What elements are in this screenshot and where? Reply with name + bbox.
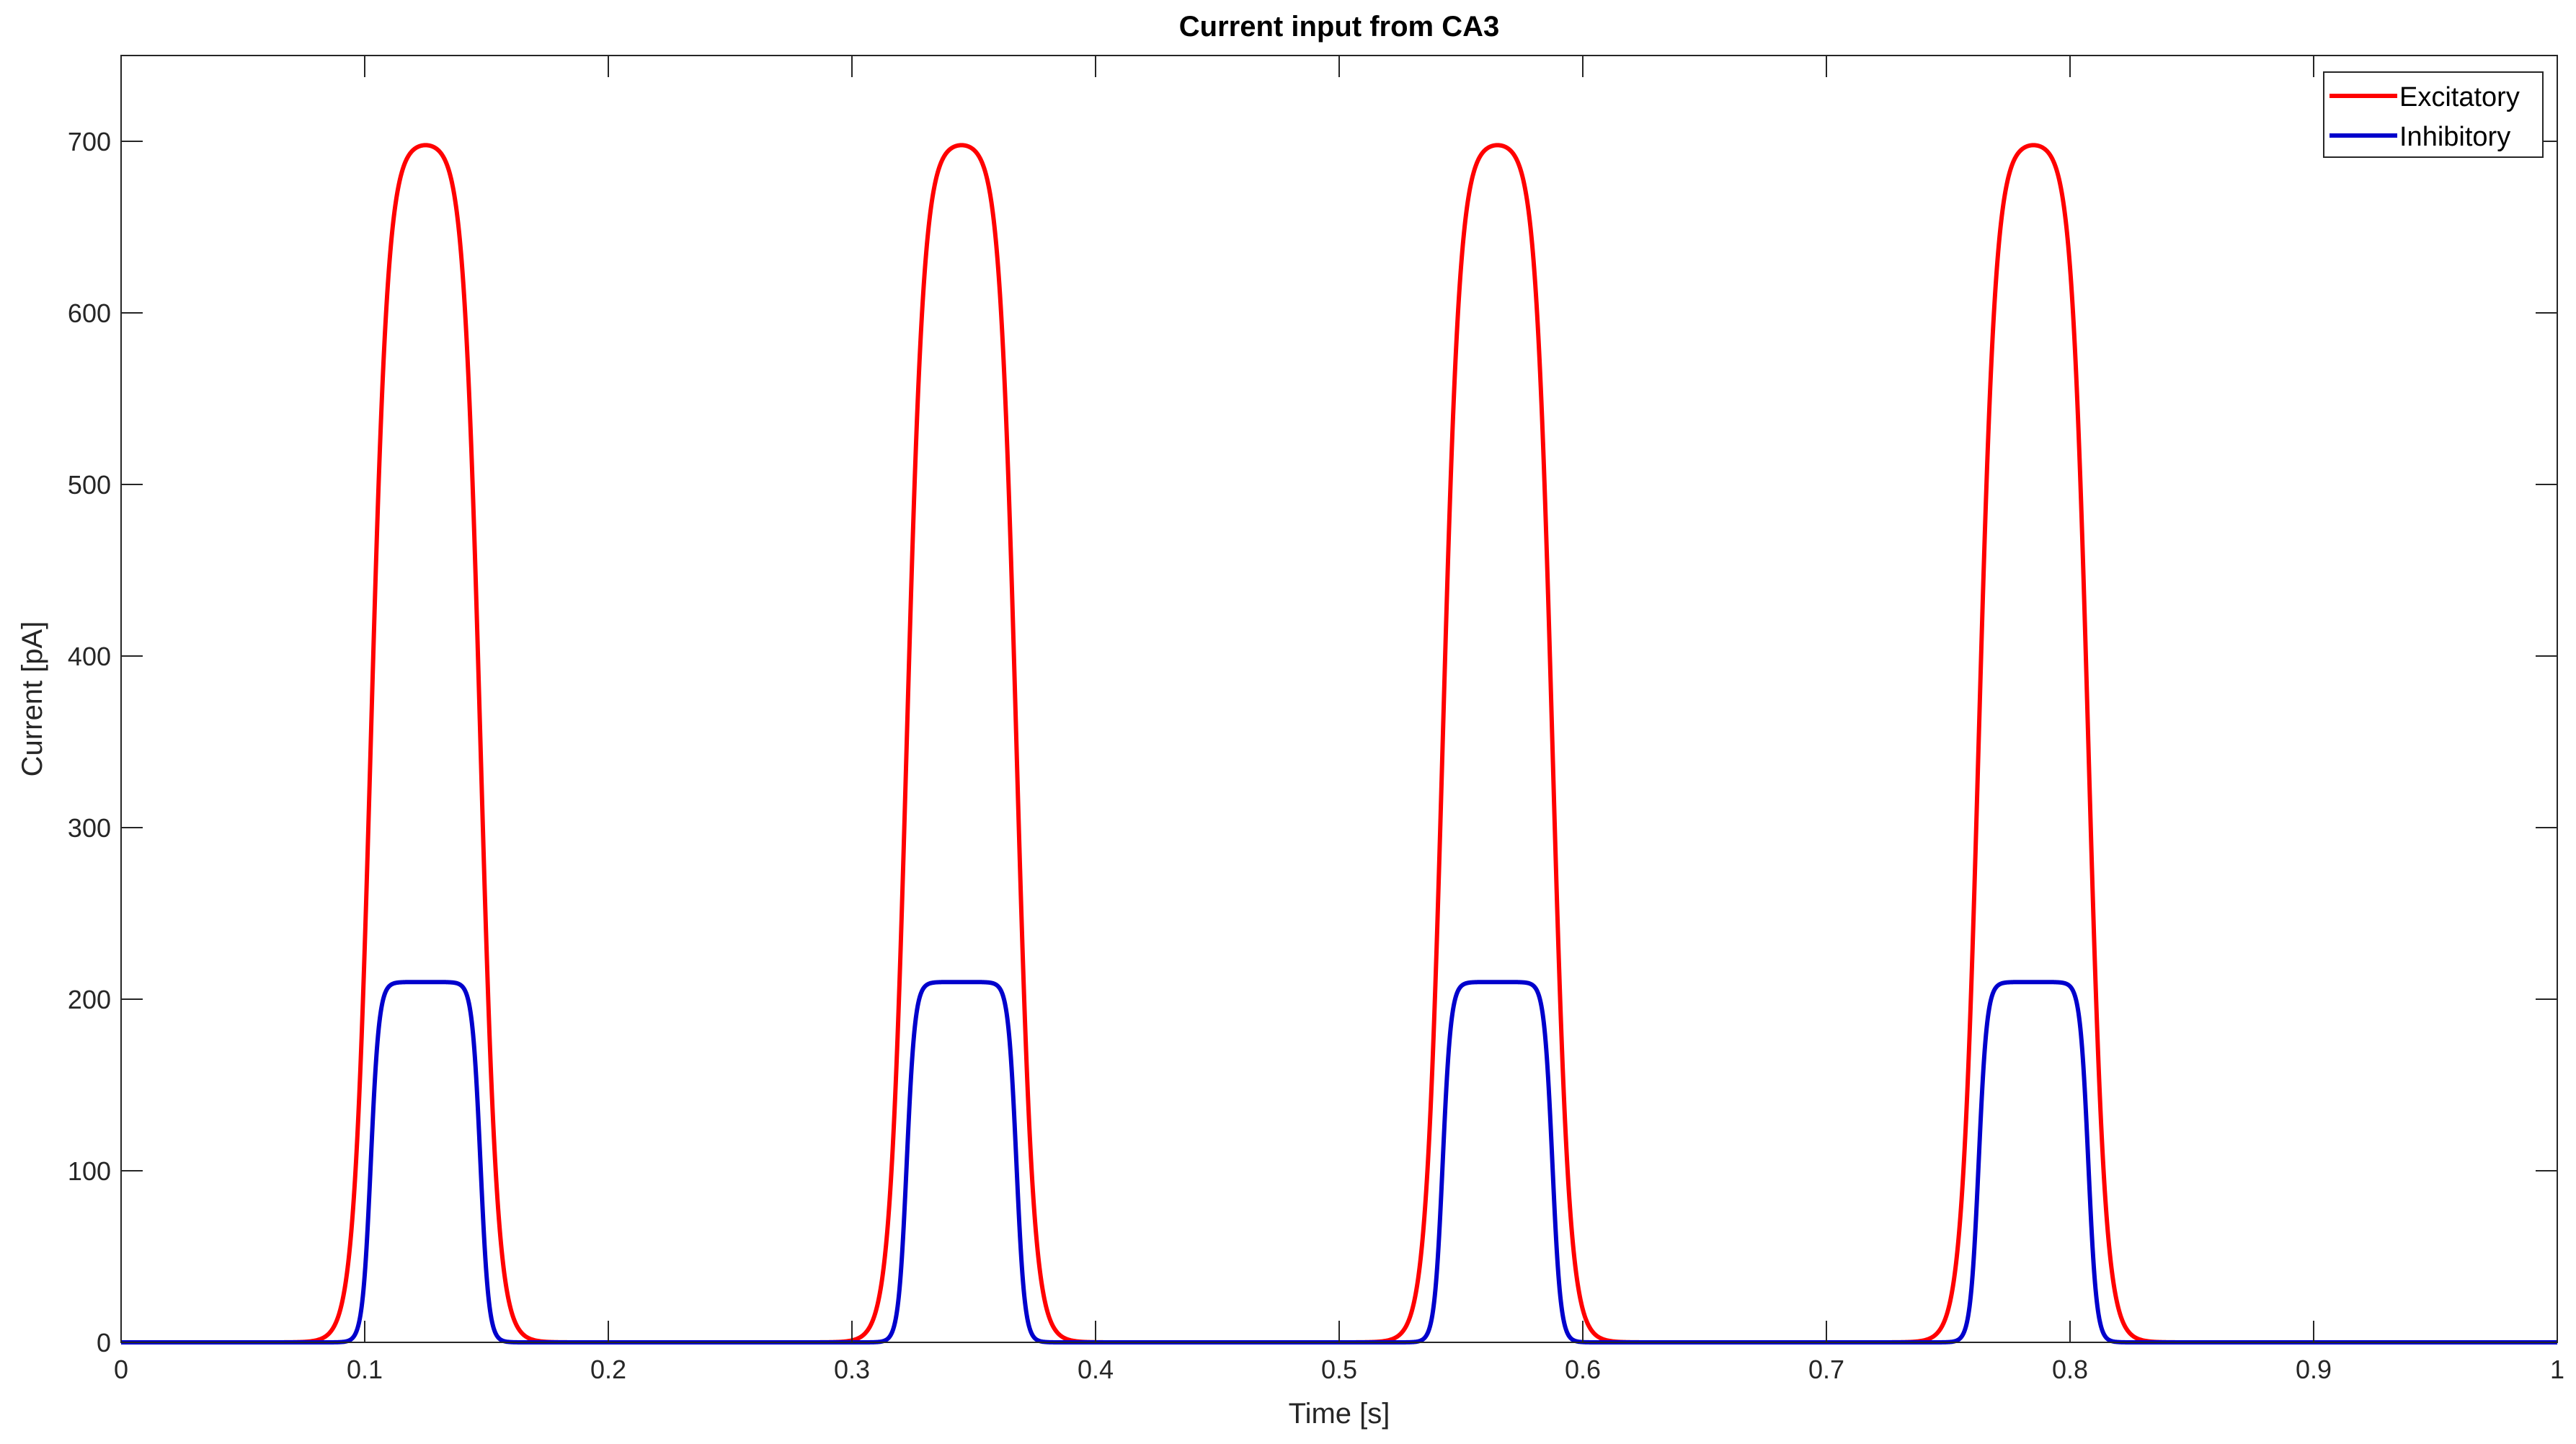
x-tick-label: 0.6 bbox=[1565, 1355, 1601, 1384]
y-tick-label: 300 bbox=[68, 813, 111, 843]
x-tick-label: 0.5 bbox=[1321, 1355, 1357, 1384]
x-tick-label: 1 bbox=[2550, 1355, 2564, 1384]
y-tick-label: 0 bbox=[97, 1328, 111, 1357]
x-tick-label: 0.4 bbox=[1078, 1355, 1114, 1384]
x-tick-label: 0.2 bbox=[590, 1355, 626, 1384]
plot-area: 0 0.1 0.2 0.3 0.4 0.5 0.6 0.7 0.8 0.9 1 0 100 200 300… bbox=[68, 55, 2564, 1384]
x-axis: 0 0.1 0.2 0.3 0.4 0.5 0.6 0.7 0.8 0.9 1 bbox=[114, 56, 2564, 1384]
y-tick-label: 400 bbox=[68, 642, 111, 671]
legend-label-inhibitory: Inhibitory bbox=[2399, 122, 2510, 152]
x-tick-label: 0.1 bbox=[347, 1355, 383, 1384]
x-tick-label: 0.3 bbox=[834, 1355, 870, 1384]
x-tick-label: 0.7 bbox=[1808, 1355, 1844, 1384]
legend-box bbox=[2323, 71, 2544, 158]
x-tick-label: 0.9 bbox=[2296, 1355, 2332, 1384]
y-tick-label: 200 bbox=[68, 985, 111, 1014]
axes-background bbox=[121, 56, 2557, 1342]
y-axis-label: Current [pA] bbox=[17, 621, 48, 777]
y-tick-label: 100 bbox=[68, 1156, 111, 1186]
legend: Excitatory Inhibitory bbox=[2323, 71, 2544, 158]
y-axis: 0 100 200 300 400 500 600 700 bbox=[68, 127, 2557, 1357]
x-axis-label: Time [s] bbox=[1289, 1398, 1390, 1430]
y-tick-label: 700 bbox=[68, 127, 111, 156]
x-tick-label: 0 bbox=[114, 1355, 128, 1384]
x-tick-label: 0.8 bbox=[2052, 1355, 2088, 1384]
chart-title: Current input from CA3 bbox=[1179, 11, 1499, 43]
y-tick-label: 500 bbox=[68, 470, 111, 500]
y-tick-label: 600 bbox=[68, 298, 111, 328]
legend-label-excitatory: Excitatory bbox=[2399, 82, 2520, 112]
